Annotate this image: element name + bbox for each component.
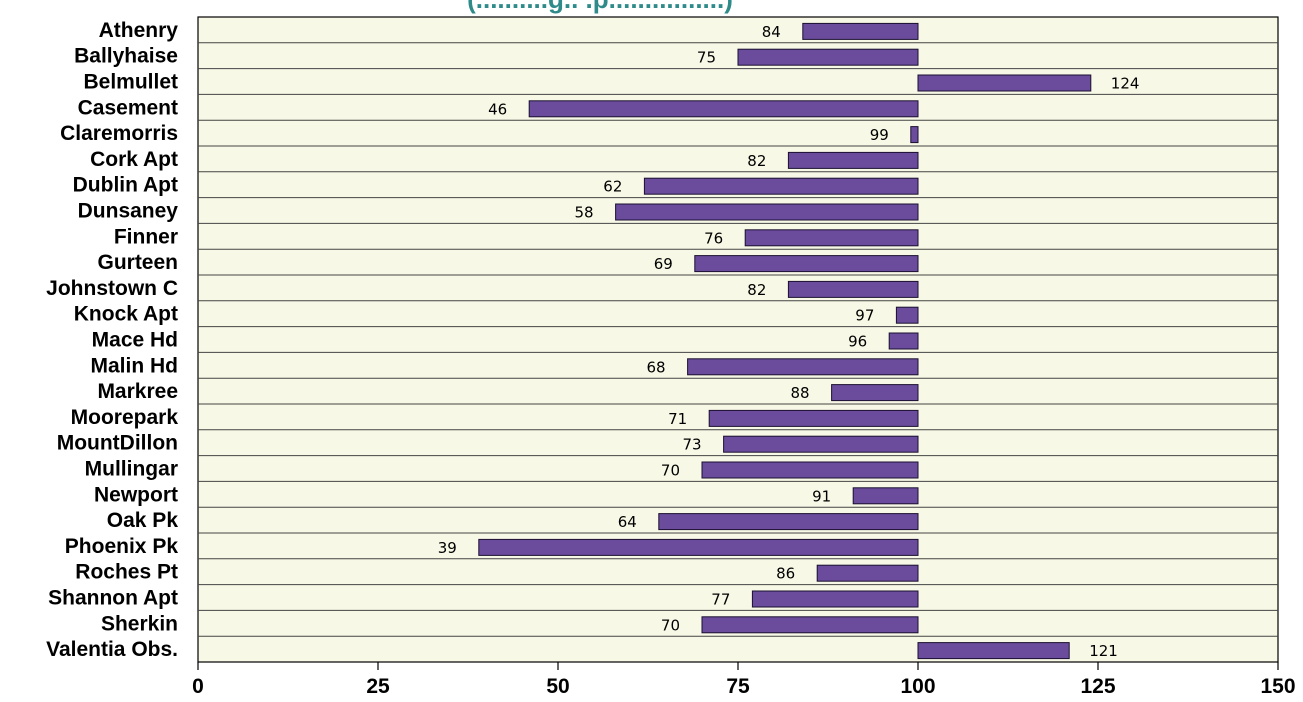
- bar: [751, 590, 919, 608]
- x-tick-label: 125: [1080, 675, 1115, 698]
- category-label: Dunsaney: [78, 200, 179, 223]
- data-label: 62: [603, 178, 622, 196]
- x-tick-label: 50: [546, 675, 569, 698]
- data-label: 39: [438, 539, 457, 557]
- category-label: Claremorris: [60, 122, 178, 145]
- bar: [658, 513, 919, 531]
- bar: [694, 255, 919, 273]
- x-tick-label: 75: [726, 675, 750, 698]
- data-label: 91: [812, 487, 831, 505]
- category-label: Johnstown C: [46, 277, 178, 300]
- x-tick-label: 100: [900, 675, 935, 698]
- bar: [744, 229, 919, 247]
- data-label: 71: [668, 410, 687, 428]
- data-label: 86: [776, 565, 795, 583]
- category-label: Newport: [94, 483, 178, 506]
- bar: [816, 564, 919, 582]
- bar: [787, 151, 919, 169]
- category-label: Mace Hd: [92, 329, 178, 352]
- bar: [723, 435, 919, 453]
- data-label: 68: [647, 358, 666, 376]
- bar: [895, 306, 919, 324]
- category-label: Belmullet: [83, 71, 178, 94]
- category-label: Ballyhaise: [74, 45, 178, 68]
- bar: [615, 203, 919, 221]
- data-label: 96: [848, 333, 867, 351]
- data-label: 82: [747, 281, 766, 299]
- category-label: Shannon Apt: [48, 587, 178, 610]
- category-label: Roches Pt: [75, 561, 178, 584]
- bar: [917, 642, 1070, 660]
- bar: [888, 332, 919, 350]
- bar: [917, 74, 1092, 92]
- bar: [787, 280, 919, 298]
- data-label: 82: [747, 152, 766, 170]
- bar: [910, 126, 919, 144]
- data-label: 73: [683, 436, 702, 454]
- data-label: 75: [697, 49, 716, 67]
- category-label: Knock Apt: [74, 303, 178, 326]
- category-label: Phoenix Pk: [65, 535, 179, 558]
- chart-title-partial: (..........g.. .p................): [467, 0, 733, 14]
- bar: [643, 177, 919, 195]
- category-label: Athenry: [99, 19, 179, 42]
- bar: [701, 616, 919, 634]
- bar: [852, 487, 919, 505]
- data-label: 69: [654, 255, 673, 273]
- data-label: 70: [661, 462, 680, 480]
- data-label: 64: [618, 513, 637, 531]
- data-label: 99: [870, 126, 889, 144]
- bar: [708, 409, 919, 427]
- bar: [831, 384, 919, 402]
- data-label: 77: [711, 591, 730, 609]
- category-label: Finner: [114, 225, 178, 248]
- data-label: 88: [791, 384, 810, 402]
- data-label: 76: [704, 229, 723, 247]
- bar: [528, 100, 919, 118]
- data-label: 121: [1089, 642, 1118, 660]
- data-label: 46: [488, 100, 507, 118]
- data-label: 84: [762, 23, 781, 41]
- category-label: Sherkin: [101, 612, 178, 635]
- bar: [802, 22, 919, 40]
- category-label: Casement: [78, 96, 178, 119]
- data-label: 58: [575, 204, 594, 222]
- data-label: 124: [1111, 75, 1140, 93]
- category-label: Malin Hd: [91, 354, 179, 377]
- data-label: 70: [661, 616, 680, 634]
- category-label: Oak Pk: [107, 509, 179, 532]
- category-label: Cork Apt: [90, 148, 178, 171]
- x-tick-label: 150: [1260, 675, 1295, 698]
- x-tick-label: 25: [366, 675, 390, 698]
- bar: [478, 538, 919, 556]
- category-label: Moorepark: [71, 406, 179, 429]
- category-label: Gurteen: [97, 251, 178, 274]
- bar: [737, 48, 919, 66]
- category-label: Mullingar: [85, 458, 178, 481]
- category-label: Markree: [97, 380, 178, 403]
- bar: [687, 358, 919, 376]
- x-tick-label: 0: [192, 675, 204, 698]
- category-label: MountDillon: [57, 432, 178, 455]
- bar: [701, 461, 919, 479]
- category-label: Valentia Obs.: [46, 638, 178, 661]
- data-label: 97: [855, 307, 874, 325]
- category-label: Dublin Apt: [73, 174, 178, 197]
